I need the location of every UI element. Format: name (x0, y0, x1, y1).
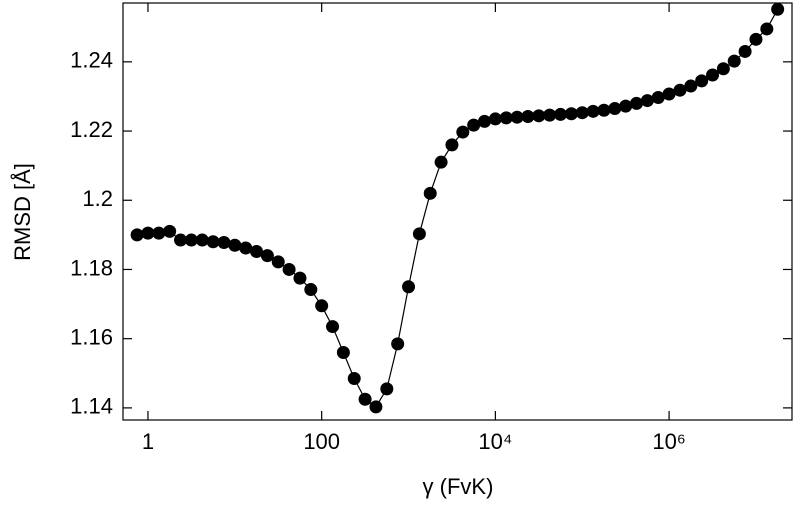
data-point (260, 249, 274, 263)
data-point (586, 104, 600, 118)
data-point (521, 110, 535, 124)
y-axis-label: RMSD [Å] (10, 163, 35, 261)
data-point (706, 68, 720, 82)
data-point (217, 235, 231, 249)
data-point (478, 114, 492, 128)
data-point (619, 99, 633, 113)
data-point (358, 392, 372, 406)
data-point (488, 112, 502, 126)
data-point (163, 224, 177, 238)
data-point (206, 235, 220, 249)
data-point (282, 262, 296, 276)
y-tick-label: 1.22 (70, 117, 113, 142)
data-point (608, 102, 622, 116)
data-point (336, 346, 350, 360)
y-tick-label: 1.14 (70, 394, 113, 419)
data-point (651, 90, 665, 104)
data-point (662, 87, 676, 101)
y-tick-label: 1.2 (82, 186, 113, 211)
x-tick-label: 1 (142, 429, 154, 454)
data-point (499, 111, 513, 125)
data-point (684, 79, 698, 93)
data-point (141, 226, 155, 240)
x-axis-label: γ (FvK) (423, 474, 494, 499)
data-point (391, 337, 405, 351)
data-point (293, 271, 307, 285)
data-point (771, 2, 785, 16)
data-point (130, 228, 144, 242)
data-point (174, 233, 188, 247)
data-point (195, 233, 209, 247)
data-point (239, 241, 253, 255)
data-point (760, 22, 774, 36)
data-point (640, 94, 654, 108)
y-tick-label: 1.16 (70, 324, 113, 349)
data-point (749, 32, 763, 46)
data-point (695, 74, 709, 88)
data-point (532, 109, 546, 123)
data-point (434, 155, 448, 169)
data-point (402, 280, 416, 294)
data-line (137, 8, 779, 408)
data-point (575, 106, 589, 120)
x-tick-label: 10⁶ (652, 429, 686, 454)
data-point (423, 186, 437, 200)
x-tick-label: 100 (303, 429, 340, 454)
data-point (554, 107, 568, 121)
data-point (738, 44, 752, 58)
y-tick-label: 1.24 (70, 48, 113, 73)
data-point (152, 226, 166, 240)
data-point (467, 118, 481, 132)
data-point (184, 233, 198, 247)
data-point (673, 83, 687, 97)
data-point (250, 244, 264, 258)
data-point (630, 96, 644, 110)
data-point (716, 62, 730, 76)
data-point (228, 238, 242, 252)
data-point (271, 255, 285, 269)
data-point (315, 299, 329, 313)
data-point (543, 108, 557, 122)
data-point (412, 227, 426, 241)
y-tick-label: 1.18 (70, 255, 113, 280)
data-point (326, 320, 340, 334)
x-tick-label: 10⁴ (478, 429, 512, 454)
data-point (347, 371, 361, 385)
data-point (445, 138, 459, 152)
data-point (727, 54, 741, 68)
plot-frame (122, 2, 793, 421)
data-point (304, 283, 318, 297)
data-point (369, 400, 383, 414)
data-point (510, 110, 524, 124)
data-point (564, 107, 578, 121)
data-point (380, 382, 394, 396)
data-point (456, 125, 470, 139)
data-point (597, 103, 611, 117)
